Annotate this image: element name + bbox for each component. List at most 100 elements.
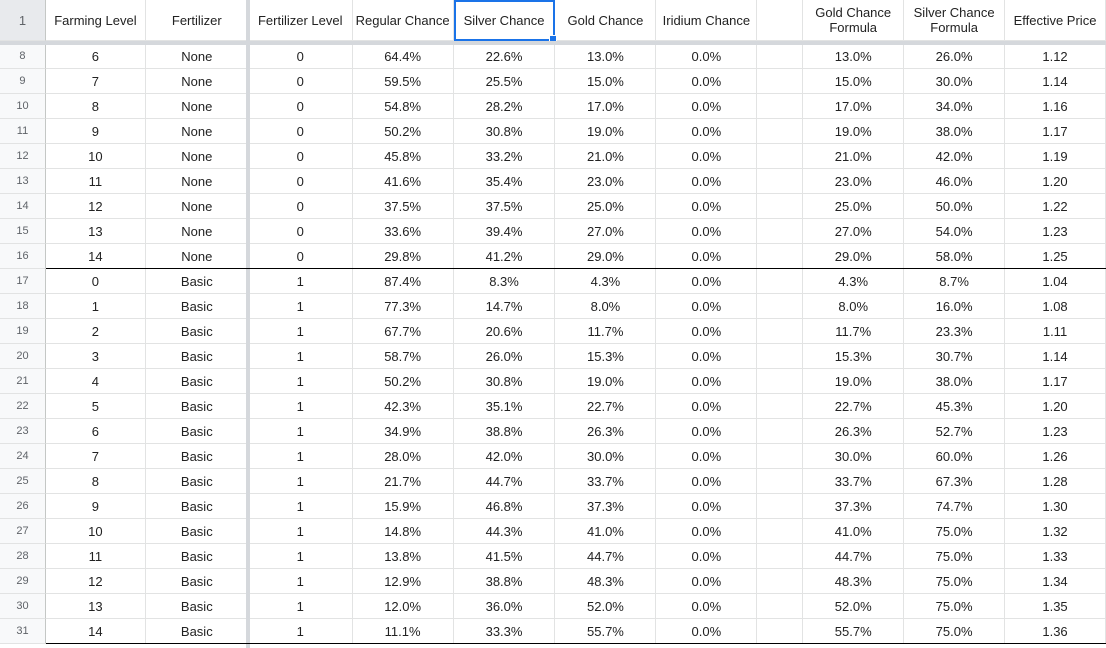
table-cell[interactable]: 22.7% <box>803 394 905 419</box>
row-number[interactable]: 9 <box>0 69 46 94</box>
row-number[interactable]: 16 <box>0 244 46 269</box>
table-cell[interactable]: 67.3% <box>904 469 1006 494</box>
table-cell[interactable]: 9 <box>45 494 146 519</box>
table-cell[interactable]: 5 <box>45 394 146 419</box>
table-cell[interactable]: 1 <box>248 294 353 319</box>
table-cell[interactable] <box>757 44 804 69</box>
table-cell[interactable]: 22.7% <box>555 394 657 419</box>
table-cell[interactable]: 37.5% <box>453 194 556 219</box>
table-cell[interactable]: 0 <box>248 119 353 144</box>
table-cell[interactable]: 7 <box>45 69 146 94</box>
table-cell[interactable]: 12 <box>45 569 146 594</box>
table-cell[interactable]: 42.3% <box>352 394 454 419</box>
table-cell[interactable]: 11 <box>45 169 146 194</box>
table-cell[interactable]: 0.0% <box>656 269 758 294</box>
row-number[interactable]: 18 <box>0 294 46 319</box>
table-cell[interactable]: 15.0% <box>803 69 905 94</box>
row-number[interactable]: 22 <box>0 394 46 419</box>
table-cell[interactable]: 30.0% <box>555 444 657 469</box>
table-cell[interactable]: 34.0% <box>904 94 1006 119</box>
table-cell[interactable]: 4.3% <box>555 269 657 294</box>
table-cell[interactable]: Basic <box>145 619 249 644</box>
table-cell[interactable]: 0 <box>45 269 146 294</box>
table-cell[interactable]: 1.36 <box>1005 619 1106 644</box>
table-cell[interactable]: 23.0% <box>803 169 905 194</box>
table-cell[interactable]: Basic <box>145 444 249 469</box>
table-cell[interactable]: 30.7% <box>904 344 1006 369</box>
table-cell[interactable]: 4 <box>45 369 146 394</box>
table-cell[interactable]: 0.0% <box>656 219 758 244</box>
table-cell[interactable]: 19.0% <box>555 119 657 144</box>
table-cell[interactable]: 0 <box>248 219 353 244</box>
table-cell[interactable]: 26.3% <box>803 419 905 444</box>
table-cell[interactable]: 75.0% <box>904 569 1006 594</box>
table-cell[interactable]: 45.3% <box>904 394 1006 419</box>
table-cell[interactable]: 17.0% <box>555 94 657 119</box>
header-cell[interactable]: Silver Chance Formula <box>904 0 1006 41</box>
row-number[interactable]: 17 <box>0 269 46 294</box>
table-cell[interactable]: 55.7% <box>555 619 657 644</box>
table-cell[interactable] <box>757 94 804 119</box>
table-cell[interactable]: 0.0% <box>656 244 758 269</box>
table-cell[interactable]: 1.30 <box>1005 494 1106 519</box>
table-cell[interactable]: 0.0% <box>656 169 758 194</box>
table-cell[interactable]: 30.8% <box>453 119 556 144</box>
table-cell[interactable] <box>757 119 804 144</box>
table-cell[interactable]: 58.0% <box>904 244 1006 269</box>
table-cell[interactable]: Basic <box>145 494 249 519</box>
table-cell[interactable]: 0.0% <box>656 519 758 544</box>
table-cell[interactable]: 38.0% <box>904 369 1006 394</box>
table-cell[interactable]: 0.0% <box>656 194 758 219</box>
table-cell[interactable]: 10 <box>45 144 146 169</box>
table-cell[interactable]: 0.0% <box>656 494 758 519</box>
table-cell[interactable]: 35.1% <box>453 394 556 419</box>
table-cell[interactable]: 0.0% <box>656 44 758 69</box>
table-cell[interactable]: 12 <box>45 194 146 219</box>
table-cell[interactable]: 13.0% <box>555 44 657 69</box>
table-cell[interactable]: 8.0% <box>555 294 657 319</box>
table-cell[interactable] <box>757 619 804 644</box>
table-cell[interactable]: 0.0% <box>656 369 758 394</box>
table-cell[interactable]: 15.3% <box>803 344 905 369</box>
table-cell[interactable]: 0.0% <box>656 569 758 594</box>
table-cell[interactable]: 21.0% <box>555 144 657 169</box>
row-number[interactable]: 28 <box>0 544 46 569</box>
row-number[interactable]: 21 <box>0 369 46 394</box>
frozen-columns-divider[interactable] <box>246 0 250 648</box>
row-number[interactable]: 31 <box>0 619 46 644</box>
table-cell[interactable]: 0.0% <box>656 119 758 144</box>
table-cell[interactable] <box>757 244 804 269</box>
table-cell[interactable]: 48.3% <box>555 569 657 594</box>
table-cell[interactable]: 0 <box>248 44 353 69</box>
table-cell[interactable]: Basic <box>145 319 249 344</box>
table-cell[interactable]: 8.0% <box>803 294 905 319</box>
table-cell[interactable] <box>757 369 804 394</box>
table-cell[interactable]: 13.8% <box>352 544 454 569</box>
table-cell[interactable]: 60.0% <box>904 444 1006 469</box>
table-cell[interactable]: 28.0% <box>352 444 454 469</box>
table-cell[interactable]: 36.0% <box>453 594 556 619</box>
table-cell[interactable]: 44.7% <box>453 469 556 494</box>
table-cell[interactable]: 1 <box>248 494 353 519</box>
table-cell[interactable]: 0.0% <box>656 294 758 319</box>
table-cell[interactable] <box>757 69 804 94</box>
table-cell[interactable]: None <box>145 69 249 94</box>
table-cell[interactable]: 35.4% <box>453 169 556 194</box>
table-cell[interactable]: 0 <box>248 169 353 194</box>
table-cell[interactable]: 50.2% <box>352 119 454 144</box>
table-cell[interactable]: 1.17 <box>1005 119 1106 144</box>
table-cell[interactable]: 75.0% <box>904 594 1006 619</box>
table-cell[interactable]: 0.0% <box>656 69 758 94</box>
table-cell[interactable]: 75.0% <box>904 544 1006 569</box>
table-cell[interactable]: 1 <box>248 319 353 344</box>
table-cell[interactable]: 1.22 <box>1005 194 1106 219</box>
table-cell[interactable]: 11.7% <box>803 319 905 344</box>
table-cell[interactable]: 38.8% <box>453 419 556 444</box>
table-cell[interactable]: 0 <box>248 69 353 94</box>
table-cell[interactable] <box>757 544 804 569</box>
table-cell[interactable]: 42.0% <box>453 444 556 469</box>
table-cell[interactable]: 1.23 <box>1005 419 1106 444</box>
header-cell[interactable]: Regular Chance <box>352 0 454 41</box>
table-cell[interactable]: 23.3% <box>904 319 1006 344</box>
table-cell[interactable] <box>757 269 804 294</box>
